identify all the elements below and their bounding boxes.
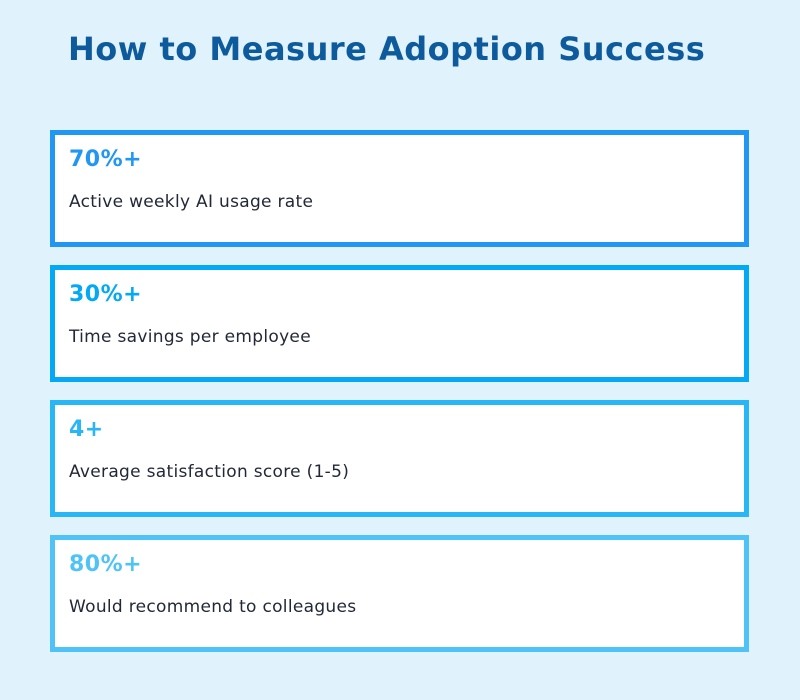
stat-value: 80%+: [69, 552, 143, 578]
stat-value: 30%+: [69, 282, 143, 308]
stat-card-satisfaction: 4+ Average satisfaction score (1-5): [50, 400, 749, 518]
stat-value: 70%+: [69, 147, 143, 173]
stat-label: Active weekly AI usage rate: [69, 191, 314, 212]
stat-card-list: 70%+ Active weekly AI usage rate 30%+ Ti…: [50, 130, 750, 653]
stat-card-recommend: 80%+ Would recommend to colleagues: [50, 535, 749, 653]
stat-value: 4+: [69, 417, 104, 443]
stat-card-usage-rate: 70%+ Active weekly AI usage rate: [50, 130, 749, 248]
stat-label: Would recommend to colleagues: [69, 596, 357, 617]
page-title: How to Measure Adoption Success: [68, 30, 706, 68]
stat-label: Average satisfaction score (1-5): [69, 461, 350, 482]
stat-card-time-savings: 30%+ Time savings per employee: [50, 265, 749, 383]
stat-label: Time savings per employee: [69, 326, 311, 347]
